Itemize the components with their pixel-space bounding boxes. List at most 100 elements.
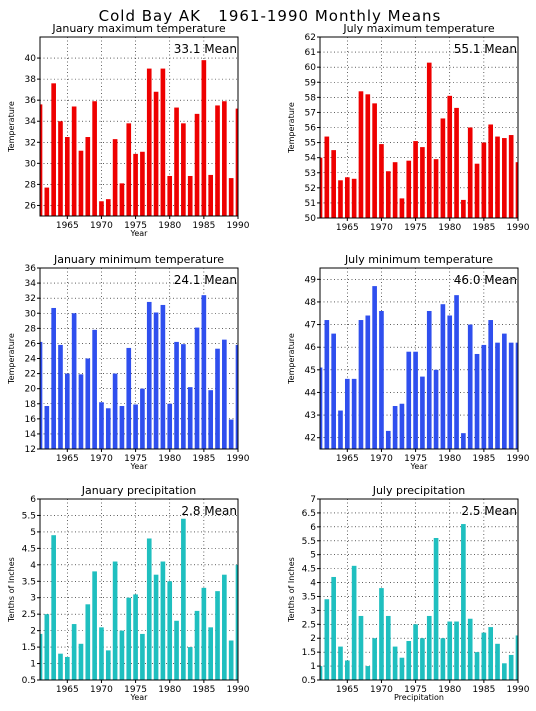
bar [160, 68, 166, 217]
x-tick-label: 1990 [227, 454, 250, 464]
bar [174, 341, 179, 449]
y-tick-label: 0.5 [302, 676, 316, 686]
y-tick-label: 42 [305, 434, 316, 444]
bar [320, 367, 323, 449]
bar [40, 104, 43, 216]
bar [99, 201, 104, 216]
bar [44, 406, 50, 449]
bar [467, 618, 473, 680]
bar [467, 127, 473, 218]
bar [119, 406, 125, 449]
bar [488, 320, 494, 449]
bars [40, 295, 238, 449]
bar [515, 635, 518, 680]
bar [140, 633, 145, 680]
bar [426, 62, 432, 219]
y-axis-label: Temperature [7, 101, 16, 153]
bar [78, 643, 84, 680]
figure-title: Cold Bay AK 1961-1990 Monthly Means [99, 7, 442, 25]
mean-label: 55.1 Mean [454, 42, 517, 56]
x-axis-label: Year [410, 462, 429, 471]
bar [71, 313, 77, 449]
grid [320, 268, 519, 449]
bar [92, 329, 97, 449]
x-tick-label: 1990 [227, 685, 250, 695]
bar [64, 137, 70, 216]
y-tick-label: 16 [25, 415, 37, 425]
bar [372, 638, 377, 680]
y-tick-label: 22 [25, 370, 36, 380]
bar [181, 344, 186, 449]
bar [358, 91, 364, 218]
bar [146, 68, 152, 217]
bar [208, 174, 214, 216]
bar [331, 150, 336, 218]
bar [222, 101, 227, 216]
bar [215, 591, 220, 680]
bar [474, 652, 480, 680]
bar [119, 630, 125, 680]
y-tick-label: 6 [310, 523, 316, 533]
bar [495, 136, 500, 218]
x-axis-label: Precipitation [394, 693, 444, 702]
y-tick-label: 20 [25, 385, 37, 395]
bar [338, 410, 343, 449]
bar [167, 175, 173, 216]
bar [140, 388, 145, 449]
bar [58, 121, 63, 216]
bar [392, 406, 398, 449]
bar [222, 339, 227, 449]
bar [99, 627, 104, 680]
panel-title: July precipitation [372, 484, 466, 497]
bar [64, 373, 70, 449]
x-tick-label: 1985 [472, 685, 495, 695]
y-tick-label: 28 [25, 324, 37, 334]
x-tick-label: 1990 [507, 685, 530, 695]
y-tick-label: 30 [25, 159, 37, 169]
bar [481, 632, 487, 680]
bar [92, 571, 97, 680]
y-tick-label: 55 [305, 139, 316, 149]
x-tick-label: 1965 [56, 221, 79, 231]
bar [426, 310, 432, 449]
bars [40, 518, 238, 680]
bar [320, 157, 323, 218]
panel-jul-min: 42 43 44 45 46 47 48 49 1965 1970 1975 1980 1985 1990… [287, 253, 530, 471]
x-tick-label: 1970 [90, 685, 113, 695]
bar [495, 342, 500, 449]
bar [406, 641, 412, 680]
bar [502, 333, 507, 449]
x-axis-label: Year [130, 229, 149, 238]
y-tick-label: 26 [25, 339, 37, 349]
bar [433, 537, 439, 680]
y-tick-label: 4.5 [302, 565, 316, 575]
bar [208, 390, 214, 449]
bar [338, 646, 343, 680]
y-tick-label: 47 [305, 321, 316, 331]
bar [481, 142, 487, 218]
y-tick-label: 49 [305, 275, 317, 285]
bar [201, 295, 207, 449]
bar [481, 344, 487, 449]
bar [215, 348, 220, 449]
bar [324, 136, 330, 218]
panel-jan-min: 12 14 16 18 20 22 24 26 28 30 32 34 36 1965 1970 1975 19… [7, 253, 250, 471]
bar [413, 351, 418, 449]
x-axis-label: Year [130, 693, 149, 702]
bar [358, 615, 364, 680]
bar [126, 347, 132, 449]
bar [508, 342, 514, 449]
bar [320, 666, 323, 680]
bar [351, 378, 357, 449]
bar [133, 153, 138, 216]
y-tick-label: 6 [30, 495, 36, 505]
y-tick-label: 1.5 [302, 648, 316, 658]
bars [320, 62, 518, 219]
y-tick-label: 1 [30, 660, 36, 670]
x-tick-label: 1990 [507, 223, 530, 233]
bar [133, 594, 138, 680]
bar [181, 518, 186, 680]
bar [187, 175, 193, 216]
bar [447, 621, 453, 680]
bar [379, 588, 384, 680]
